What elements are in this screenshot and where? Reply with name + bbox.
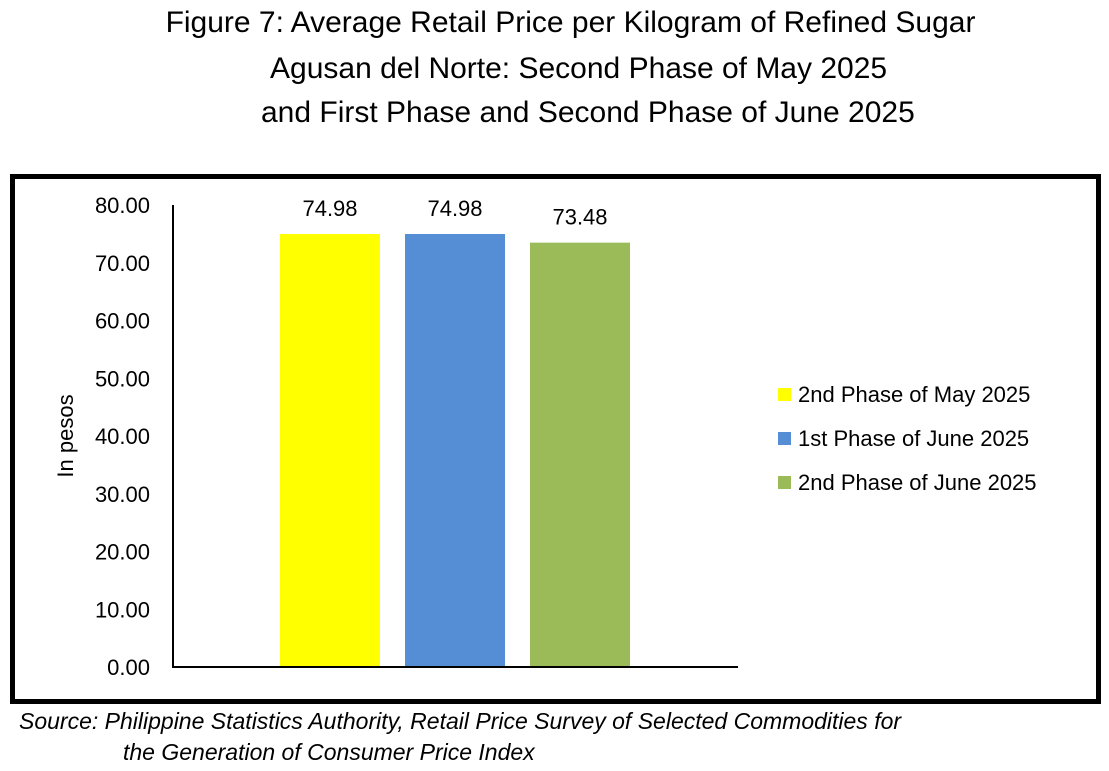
bar-value-label: 73.48 [552, 205, 607, 230]
legend-label: 2nd Phase of May 2025 [798, 382, 1030, 407]
legend-swatch [778, 476, 791, 489]
y-tick-label: 60.00 [95, 309, 150, 334]
legend-label: 2nd Phase of June 2025 [798, 470, 1037, 495]
y-tick-label: 50.00 [95, 366, 150, 391]
bar [280, 233, 380, 668]
y-axis-label: In pesos [53, 394, 78, 477]
chart-title-line-3: and First Phase and Second Phase of June… [261, 96, 915, 129]
bar [405, 233, 505, 668]
y-tick-label: 80.00 [95, 193, 150, 218]
y-tick-label: 70.00 [95, 251, 150, 276]
y-tick-label: 20.00 [95, 540, 150, 565]
legend-swatch [778, 432, 791, 445]
y-axis-ticks: 0.00 10.00 20.00 30.00 40.00 50.00 60.00 70.00 8… [95, 193, 150, 680]
legend-label: 1st Phase of June 2025 [798, 426, 1029, 451]
y-tick-label: 0.00 [107, 655, 150, 680]
bar-value-label: 74.98 [427, 196, 482, 221]
source-note-line-1: Source: Philippine Statistics Authority,… [19, 708, 902, 734]
bar-value-label: 74.98 [302, 196, 357, 221]
y-tick-label: 40.00 [95, 424, 150, 449]
legend-swatch [778, 388, 791, 401]
bar [530, 242, 630, 667]
data-labels: 74.98 74.98 73.48 [302, 196, 607, 230]
y-tick-label: 10.00 [95, 597, 150, 622]
legend: 2nd Phase of May 2025 1st Phase of June 2… [778, 382, 1037, 495]
bars [280, 233, 630, 668]
chart-title-line-1: Figure 7: Average Retail Price per Kilog… [165, 6, 976, 39]
chart-title-line-2: Agusan del Norte: Second Phase of May 20… [270, 52, 888, 85]
source-note-line-2: the Generation of Consumer Price Index [123, 739, 535, 765]
y-tick-label: 30.00 [95, 482, 150, 507]
